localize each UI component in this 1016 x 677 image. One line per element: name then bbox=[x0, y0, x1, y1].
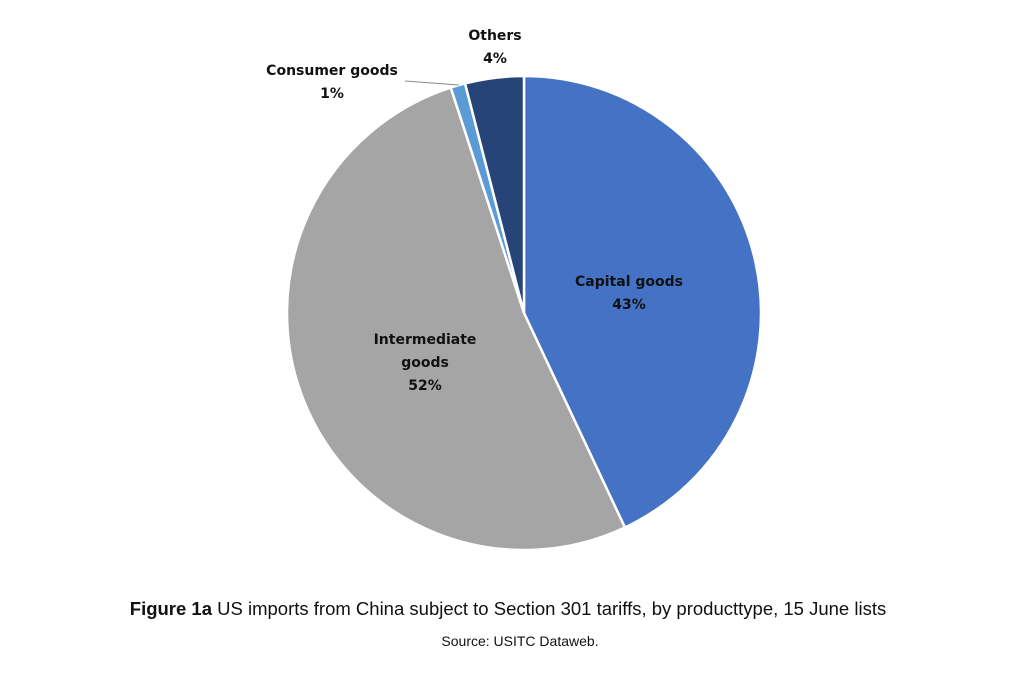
figure-label: Figure 1a bbox=[129, 598, 213, 619]
caption-text: US imports from China subject to Section… bbox=[212, 598, 887, 619]
figure-caption: Figure 1a US imports from China subject … bbox=[0, 598, 1016, 620]
data-label-line: 1% bbox=[320, 86, 344, 102]
data-label-line: Capital goods bbox=[575, 274, 683, 290]
leader-line-consumer-goods bbox=[404, 80, 460, 86]
data-label-intermediate-goods: Intermediate goods 52% bbox=[374, 332, 477, 394]
pie-slice-capital-goods bbox=[522, 74, 763, 530]
pie-slice-others bbox=[463, 74, 526, 314]
data-label-line: Consumer goods bbox=[266, 63, 398, 79]
data-label-others: Others 4% bbox=[468, 28, 521, 67]
data-label-line: Others bbox=[468, 28, 521, 44]
data-label-line: 4% bbox=[483, 51, 507, 67]
data-label-line: 43% bbox=[612, 297, 646, 313]
data-label-line: Intermediate bbox=[374, 332, 477, 348]
data-label-line: 52% bbox=[408, 378, 442, 394]
pie-chart: Capital goods 43% Intermediate goods 52% Cons… bbox=[266, 28, 763, 552]
data-label-line: goods bbox=[401, 355, 449, 371]
data-label-consumer-goods: Consumer goods 1% bbox=[266, 63, 398, 102]
source-note: Source: USITC Dataweb. bbox=[441, 633, 599, 649]
data-label-capital-goods: Capital goods 43% bbox=[575, 274, 683, 313]
pie-slice-intermediate-goods bbox=[285, 86, 627, 552]
